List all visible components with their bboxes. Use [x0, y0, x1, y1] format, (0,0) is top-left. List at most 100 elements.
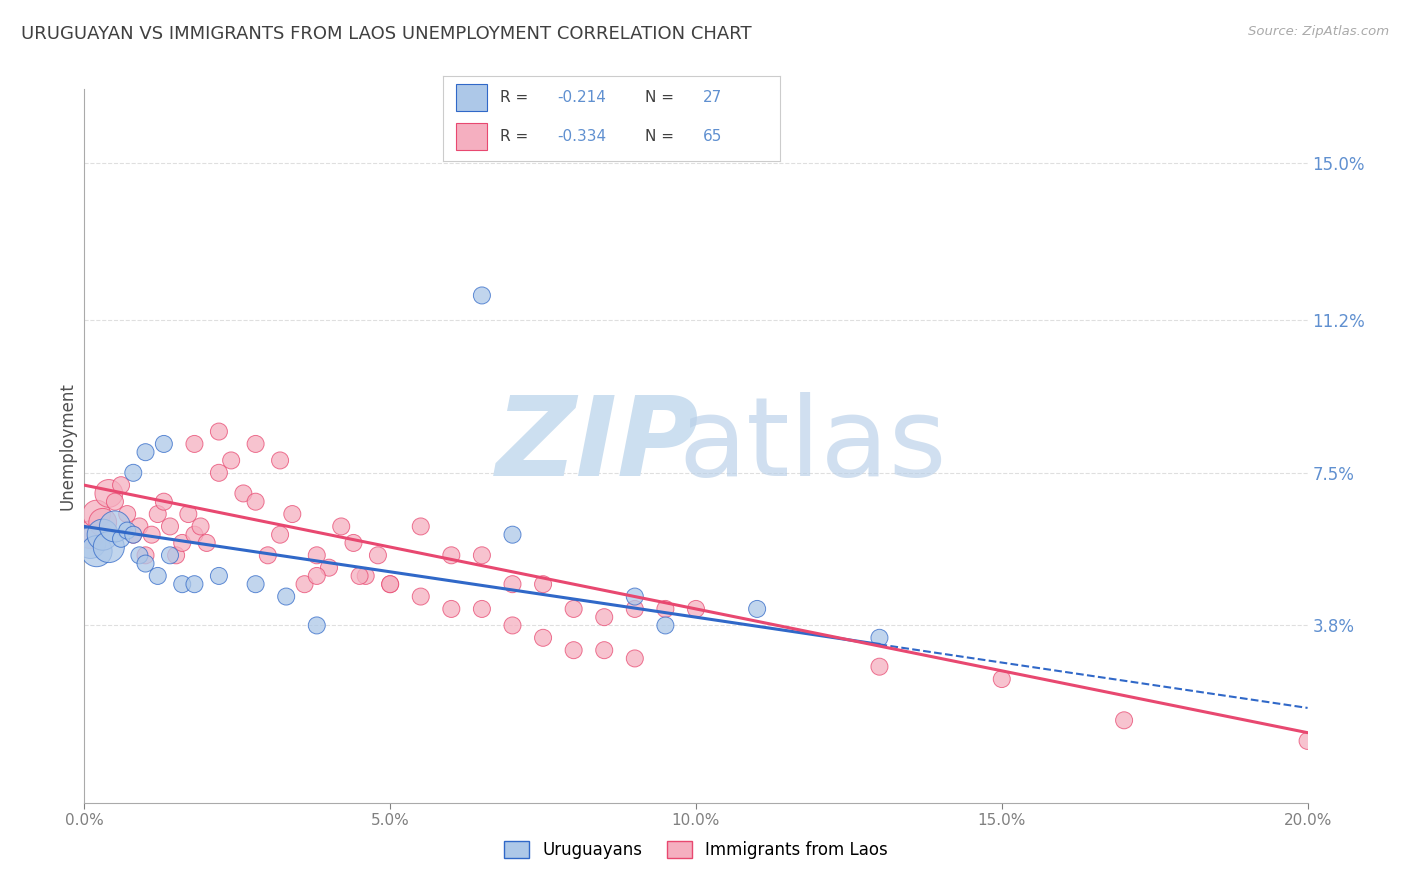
Point [502, 577, 524, 591]
Point [869, 631, 891, 645]
Point [685, 602, 707, 616]
Point [135, 445, 157, 459]
Point [502, 527, 524, 541]
Point [79, 527, 101, 541]
Point [97, 486, 120, 500]
Point [128, 549, 150, 563]
Point [153, 494, 176, 508]
Point [159, 519, 181, 533]
Point [122, 466, 145, 480]
Point [654, 618, 676, 632]
Point [208, 425, 231, 439]
Point [97, 540, 120, 554]
Point [91, 527, 114, 541]
Point [245, 437, 267, 451]
Point [141, 527, 163, 541]
Bar [457, 123, 486, 151]
Text: -0.334: -0.334 [558, 129, 607, 145]
Point [208, 466, 231, 480]
Legend: Uruguayans, Immigrants from Laos: Uruguayans, Immigrants from Laos [498, 834, 894, 866]
Point [991, 672, 1014, 686]
Point [624, 602, 647, 616]
Point [747, 602, 769, 616]
Point [146, 507, 169, 521]
Point [305, 549, 328, 563]
Point [110, 532, 132, 546]
Point [115, 524, 138, 538]
Point [593, 643, 616, 657]
Point [654, 602, 676, 616]
Point [104, 519, 127, 533]
Point [245, 494, 267, 508]
Text: 27: 27 [703, 90, 721, 105]
Point [502, 618, 524, 632]
Point [1296, 734, 1319, 748]
Point [562, 643, 585, 657]
Point [135, 549, 157, 563]
Text: Source: ZipAtlas.com: Source: ZipAtlas.com [1249, 25, 1389, 38]
Text: atlas: atlas [678, 392, 946, 500]
Text: N =: N = [645, 129, 679, 145]
Point [79, 536, 101, 550]
Point [165, 549, 187, 563]
Point [367, 549, 389, 563]
Point [1114, 714, 1136, 728]
Point [110, 478, 132, 492]
Bar [457, 85, 486, 112]
Point [281, 507, 304, 521]
Text: N =: N = [645, 90, 679, 105]
Text: R =: R = [501, 129, 533, 145]
Point [183, 437, 205, 451]
Point [153, 437, 176, 451]
Point [146, 569, 169, 583]
Point [269, 527, 291, 541]
Point [294, 577, 316, 591]
Point [593, 610, 616, 624]
Point [122, 527, 145, 541]
Point [257, 549, 280, 563]
Point [342, 536, 364, 550]
Point [354, 569, 377, 583]
Point [471, 288, 494, 302]
Text: 65: 65 [703, 129, 723, 145]
Point [190, 519, 212, 533]
Point [195, 536, 218, 550]
Point [869, 659, 891, 673]
Point [128, 519, 150, 533]
Point [269, 453, 291, 467]
Point [232, 486, 254, 500]
Point [208, 569, 231, 583]
Point [276, 590, 298, 604]
Point [91, 516, 114, 530]
Point [624, 651, 647, 665]
Point [624, 590, 647, 604]
Point [409, 519, 432, 533]
Point [531, 577, 554, 591]
Point [562, 602, 585, 616]
Point [471, 549, 494, 563]
Point [104, 494, 127, 508]
Point [159, 549, 181, 563]
Point [380, 577, 402, 591]
Point [172, 577, 194, 591]
Point [172, 536, 194, 550]
Point [86, 507, 108, 521]
Point [440, 602, 463, 616]
Point [330, 519, 353, 533]
Point [531, 631, 554, 645]
Point [380, 577, 402, 591]
Point [305, 569, 328, 583]
Point [135, 557, 157, 571]
Point [349, 569, 371, 583]
Point [409, 590, 432, 604]
Text: R =: R = [501, 90, 533, 105]
Point [219, 453, 242, 467]
Point [177, 507, 200, 521]
Point [440, 549, 463, 563]
Point [471, 602, 494, 616]
Point [318, 560, 340, 574]
Point [305, 618, 328, 632]
Point [122, 527, 145, 541]
Text: -0.214: -0.214 [558, 90, 606, 105]
Y-axis label: Unemployment: Unemployment [58, 382, 76, 510]
